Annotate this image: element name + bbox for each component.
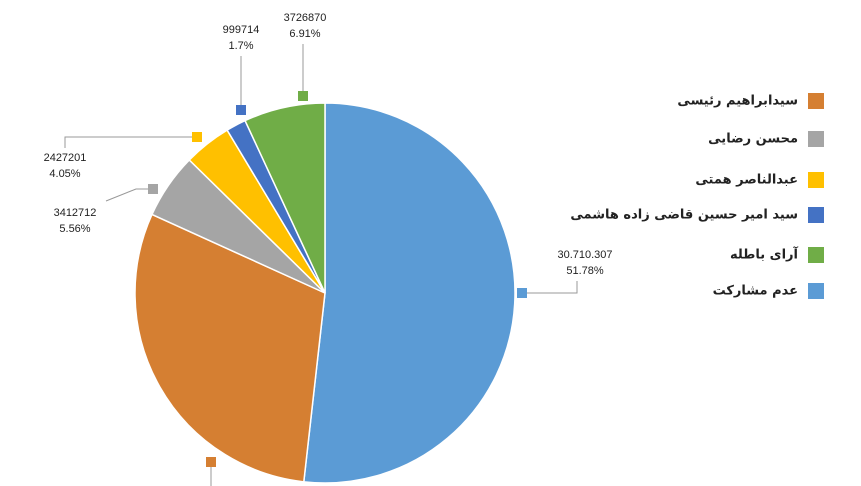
legend-label: سید امیر حسین قاضی زاده هاشمی bbox=[570, 208, 798, 223]
pie-slice bbox=[302, 102, 516, 484]
label-marker bbox=[298, 91, 308, 101]
label-marker bbox=[148, 184, 158, 194]
count-label: 3412712 bbox=[54, 207, 97, 219]
value-label: 6.91% bbox=[289, 28, 320, 40]
leader-line bbox=[64, 136, 197, 148]
legend-label: عدم مشارکت bbox=[713, 284, 798, 299]
legend-swatch bbox=[808, 247, 824, 263]
pie-slice bbox=[134, 213, 326, 483]
count-label: 2427201 bbox=[44, 152, 87, 164]
value-label: 51.78% bbox=[566, 265, 604, 277]
leader-line bbox=[522, 281, 578, 294]
legend-swatch bbox=[808, 283, 824, 299]
label-marker bbox=[192, 132, 202, 142]
legend-label: آرای باطله bbox=[730, 246, 799, 263]
legend-label: محسن رضایی bbox=[708, 132, 798, 147]
label-marker bbox=[517, 288, 527, 298]
legend-swatch bbox=[808, 93, 824, 109]
count-label: 3726870 bbox=[284, 12, 327, 24]
label-marker bbox=[236, 105, 246, 115]
value-label: 5.56% bbox=[59, 223, 90, 235]
legend-label: عبدالناصر همتی bbox=[695, 173, 798, 188]
leader-line bbox=[105, 188, 153, 202]
legend-swatch bbox=[808, 131, 824, 147]
label-marker bbox=[206, 457, 216, 467]
legend-swatch bbox=[808, 207, 824, 223]
count-label: 30.710.307 bbox=[557, 249, 612, 261]
count-label: 999714 bbox=[223, 24, 260, 36]
value-label: 1.7% bbox=[228, 40, 253, 52]
legend-label: سیدابراهیم رئیسی bbox=[677, 94, 798, 109]
value-label: 4.05% bbox=[49, 168, 80, 180]
legend-swatch bbox=[808, 172, 824, 188]
pie-slice bbox=[244, 102, 326, 294]
